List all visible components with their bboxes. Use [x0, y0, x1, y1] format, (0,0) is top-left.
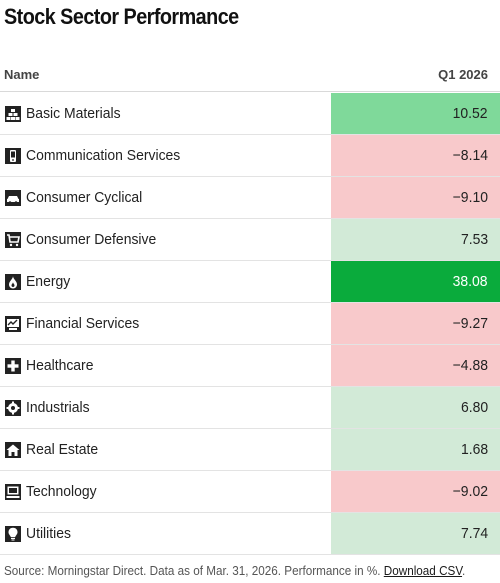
industrials-icon	[4, 399, 22, 417]
sector-value: −4.88	[452, 357, 488, 374]
utilities-icon	[4, 525, 22, 543]
sector-label: Healthcare	[26, 357, 94, 374]
sector-value: 1.68	[460, 441, 488, 458]
table-row: Utilities 7.74	[0, 513, 500, 555]
table-row: Healthcare −4.88	[0, 345, 500, 387]
basic-materials-icon	[4, 105, 22, 123]
real-estate-icon	[4, 441, 22, 459]
sector-value: 7.74	[460, 525, 488, 542]
footer-end: .	[462, 563, 466, 578]
table-row: Energy 38.08	[0, 261, 500, 303]
sector-value: −9.27	[452, 315, 488, 332]
sector-label: Industrials	[26, 399, 90, 416]
value-cell: 6.80	[331, 387, 500, 428]
footer-source: Source: Morningstar Direct. Data as of M…	[4, 563, 381, 578]
healthcare-icon	[4, 357, 22, 375]
sector-label: Utilities	[26, 525, 71, 542]
value-cell: 1.68	[331, 429, 500, 470]
communication-services-icon	[4, 147, 22, 165]
value-cell: −9.02	[331, 471, 500, 512]
table-row: Consumer Cyclical −9.10	[0, 177, 500, 219]
column-header-q1-2026: Q1 2026	[438, 67, 488, 82]
table-row: Financial Services −9.27	[0, 303, 500, 345]
value-cell: 7.53	[331, 219, 500, 260]
column-header-name: Name	[4, 67, 40, 82]
sector-label: Basic Materials	[26, 105, 121, 122]
sector-label: Consumer Cyclical	[26, 189, 143, 206]
download-csv-link[interactable]: Download CSV	[383, 563, 463, 578]
sector-value: −9.10	[452, 189, 488, 206]
table-header: Name Q1 2026	[0, 58, 500, 92]
sector-value: 38.08	[453, 273, 488, 290]
sector-value: 10.52	[453, 105, 488, 122]
value-cell: 38.08	[331, 261, 500, 302]
footer-note: Source: Morningstar Direct. Data as of M…	[4, 563, 465, 578]
sector-value: 6.80	[460, 399, 488, 416]
financial-services-icon	[4, 315, 22, 333]
value-cell: −4.88	[331, 345, 500, 386]
sector-label: Real Estate	[26, 441, 99, 458]
table-row: Communication Services −8.14	[0, 135, 500, 177]
sector-table: Basic Materials 10.52 Communication Servic…	[0, 93, 500, 555]
value-cell: −8.14	[331, 135, 500, 176]
sector-label: Energy	[26, 273, 71, 290]
sector-value: −8.14	[452, 147, 488, 164]
sector-label: Technology	[26, 483, 97, 500]
value-cell: −9.10	[331, 177, 500, 218]
table-row: Technology −9.02	[0, 471, 500, 513]
sector-label: Consumer Defensive	[26, 231, 157, 248]
consumer-defensive-icon	[4, 231, 22, 249]
sector-label: Communication Services	[26, 147, 181, 164]
table-row: Basic Materials 10.52	[0, 93, 500, 135]
sector-value: −9.02	[452, 483, 488, 500]
sector-label: Financial Services	[26, 315, 140, 332]
chart-title: Stock Sector Performance	[4, 4, 239, 29]
sector-value: 7.53	[460, 231, 488, 248]
value-cell: 10.52	[331, 93, 500, 134]
table-row: Consumer Defensive 7.53	[0, 219, 500, 261]
value-cell: −9.27	[331, 303, 500, 344]
table-row: Real Estate 1.68	[0, 429, 500, 471]
value-cell: 7.74	[331, 513, 500, 554]
table-row: Industrials 6.80	[0, 387, 500, 429]
technology-icon	[4, 483, 22, 501]
consumer-cyclical-icon	[4, 189, 22, 207]
energy-icon	[4, 273, 22, 291]
